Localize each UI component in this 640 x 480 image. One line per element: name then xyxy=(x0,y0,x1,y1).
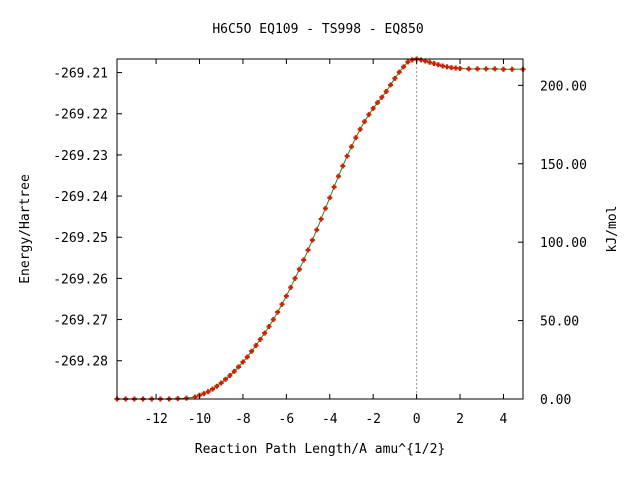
data-point xyxy=(466,66,472,72)
x-tick-label: 4 xyxy=(500,412,508,427)
data-point xyxy=(270,317,276,323)
data-point xyxy=(236,364,242,370)
data-point xyxy=(240,359,246,365)
data-point xyxy=(301,257,307,263)
data-point xyxy=(348,144,354,150)
data-point xyxy=(379,94,385,100)
data-point xyxy=(205,389,211,395)
data-point xyxy=(231,368,237,374)
data-point xyxy=(296,266,302,272)
series-line-layer xyxy=(117,58,523,400)
y-tick-label: -269.22 xyxy=(53,108,108,123)
data-point xyxy=(227,373,233,379)
x-tick-label: -2 xyxy=(365,412,381,427)
y2-tick-label: 200.00 xyxy=(540,79,587,94)
data-point xyxy=(444,64,450,70)
data-point xyxy=(253,342,259,348)
data-points-layer xyxy=(114,56,526,402)
data-point xyxy=(405,59,411,65)
data-point xyxy=(509,66,515,72)
data-point xyxy=(292,275,298,281)
data-point xyxy=(366,112,372,118)
data-point xyxy=(388,82,394,88)
data-point xyxy=(223,376,229,382)
y2-tick-label: 150.00 xyxy=(540,158,587,173)
x-tick-label: -10 xyxy=(188,412,211,427)
data-point xyxy=(327,195,333,201)
data-point xyxy=(353,135,359,141)
y2-tick-label: 0.00 xyxy=(540,393,571,408)
data-point xyxy=(483,66,489,72)
data-point xyxy=(431,61,437,67)
data-point xyxy=(201,391,207,397)
y-tick-label: -269.27 xyxy=(53,314,108,329)
data-point xyxy=(344,153,350,159)
data-point xyxy=(275,309,281,315)
data-point xyxy=(318,216,324,222)
x-axis-ticks: -12 -10 -8 -6 -4 -2 0 2 4 xyxy=(144,59,508,427)
x-axis-label: Reaction Path Length/A amu^{1/2} xyxy=(195,442,445,457)
data-point xyxy=(214,383,220,389)
x-tick-label: -6 xyxy=(279,412,295,427)
data-point xyxy=(331,184,337,190)
y2-tick-label: 100.00 xyxy=(540,236,587,251)
data-point xyxy=(357,126,363,132)
data-point xyxy=(288,284,294,290)
data-point xyxy=(453,65,459,71)
data-point xyxy=(257,336,263,342)
plot-frame xyxy=(116,58,524,400)
data-point xyxy=(474,66,480,72)
data-point xyxy=(314,227,320,233)
data-point xyxy=(210,386,216,392)
y2-tick-label: 50.00 xyxy=(540,315,579,330)
data-point xyxy=(409,57,415,63)
data-point xyxy=(396,69,402,75)
data-point xyxy=(492,66,498,72)
data-point xyxy=(362,119,368,125)
data-point xyxy=(427,59,433,65)
data-point xyxy=(279,301,285,307)
x-tick-label: 0 xyxy=(413,412,421,427)
x-tick-label: 2 xyxy=(456,412,464,427)
data-point xyxy=(322,205,328,211)
data-point xyxy=(418,57,424,63)
y-axis-label: Energy/Hartree xyxy=(18,174,33,284)
data-point xyxy=(266,324,272,330)
data-point xyxy=(457,65,463,71)
y-tick-label: -269.25 xyxy=(53,231,108,246)
data-point xyxy=(500,66,506,72)
data-point xyxy=(340,163,346,169)
data-point xyxy=(401,64,407,70)
data-point xyxy=(448,65,454,71)
data-point xyxy=(309,237,315,243)
y-tick-label: -269.21 xyxy=(53,67,108,82)
x-tick-label: -8 xyxy=(235,412,251,427)
series-line xyxy=(117,58,523,400)
y2-axis-ticks: 0.00 50.00 100.00 150.00 200.00 xyxy=(518,79,587,408)
y-tick-label: -269.23 xyxy=(53,149,108,164)
data-point xyxy=(218,380,224,386)
data-point xyxy=(249,348,255,354)
data-point xyxy=(383,89,389,95)
data-point xyxy=(244,354,250,360)
data-point xyxy=(375,100,381,106)
data-point xyxy=(392,75,398,81)
y2-axis-label: kJ/mol xyxy=(605,206,620,253)
data-point xyxy=(283,293,289,299)
chart-title: H6C5O EQ109 - TS998 - EQ850 xyxy=(212,22,423,37)
data-point xyxy=(262,330,268,336)
x-tick-label: -12 xyxy=(144,412,167,427)
x-tick-label: -4 xyxy=(322,412,338,427)
data-point xyxy=(370,105,376,111)
data-point xyxy=(305,247,311,253)
data-point xyxy=(335,173,341,179)
data-point xyxy=(435,62,441,68)
y-tick-label: -269.24 xyxy=(53,190,108,205)
y-tick-label: -269.26 xyxy=(53,272,108,287)
data-point xyxy=(183,395,189,401)
data-point xyxy=(440,63,446,69)
y-tick-label: -269.28 xyxy=(53,355,108,370)
y-axis-ticks: -269.28 -269.27 -269.26 -269.25 -269.24 -269.… xyxy=(53,67,122,370)
